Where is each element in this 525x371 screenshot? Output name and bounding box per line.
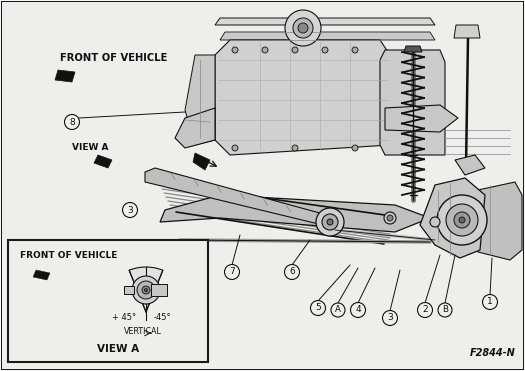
Circle shape [352,47,358,53]
Circle shape [438,303,452,317]
Circle shape [298,23,308,33]
Text: VERTICAL: VERTICAL [124,327,162,336]
Circle shape [482,295,498,309]
Circle shape [331,303,345,317]
Circle shape [310,301,326,315]
Text: 1: 1 [487,298,493,306]
Text: 8: 8 [69,118,75,127]
FancyBboxPatch shape [151,284,167,296]
Circle shape [459,217,465,223]
Circle shape [137,281,155,299]
Circle shape [454,212,470,228]
Text: B: B [442,305,448,315]
Circle shape [132,276,160,304]
Circle shape [232,47,238,53]
Text: VIEW A: VIEW A [72,143,109,152]
Text: A: A [335,305,341,315]
Circle shape [144,289,148,292]
Text: -45°: -45° [153,313,171,322]
Text: FRONT OF VEHICLE: FRONT OF VEHICLE [60,53,167,63]
Circle shape [417,302,433,318]
Circle shape [285,10,321,46]
Circle shape [322,47,328,53]
Polygon shape [215,40,390,155]
Polygon shape [478,182,522,260]
Polygon shape [420,178,485,258]
Circle shape [225,265,239,279]
Text: 2: 2 [422,305,428,315]
Circle shape [322,214,338,230]
Wedge shape [129,267,163,312]
Circle shape [430,217,440,227]
Polygon shape [454,25,480,38]
FancyBboxPatch shape [124,286,134,294]
Polygon shape [385,105,458,132]
Circle shape [285,265,299,279]
Text: 3: 3 [127,206,133,214]
Circle shape [292,145,298,151]
Polygon shape [220,32,435,40]
Circle shape [142,286,150,294]
Circle shape [122,203,138,217]
Polygon shape [94,155,112,168]
Text: + 45°: + 45° [112,313,136,322]
Circle shape [351,302,365,318]
Circle shape [437,195,487,245]
Circle shape [327,219,333,225]
Circle shape [384,212,396,224]
Circle shape [446,204,478,236]
Text: 7: 7 [229,267,235,276]
Circle shape [232,145,238,151]
Polygon shape [33,270,50,280]
FancyBboxPatch shape [8,240,208,362]
Text: 6: 6 [289,267,295,276]
Text: F2844-N: F2844-N [470,348,516,358]
Circle shape [352,145,358,151]
Polygon shape [185,55,215,145]
Circle shape [292,47,298,53]
Circle shape [387,215,393,221]
Polygon shape [404,46,422,52]
Text: FRONT OF VEHICLE: FRONT OF VEHICLE [20,251,118,260]
Polygon shape [215,18,435,25]
Polygon shape [145,168,338,228]
Text: 5: 5 [315,303,321,312]
Polygon shape [175,108,215,148]
Text: 3: 3 [387,313,393,322]
Polygon shape [380,50,445,155]
Polygon shape [455,155,485,175]
Circle shape [65,115,79,129]
Circle shape [293,18,313,38]
Text: VIEW A: VIEW A [97,344,139,354]
Polygon shape [55,70,75,82]
Circle shape [262,47,268,53]
Circle shape [383,311,397,325]
Text: 4: 4 [355,305,361,315]
Polygon shape [160,195,430,232]
Polygon shape [193,153,210,170]
Circle shape [316,208,344,236]
